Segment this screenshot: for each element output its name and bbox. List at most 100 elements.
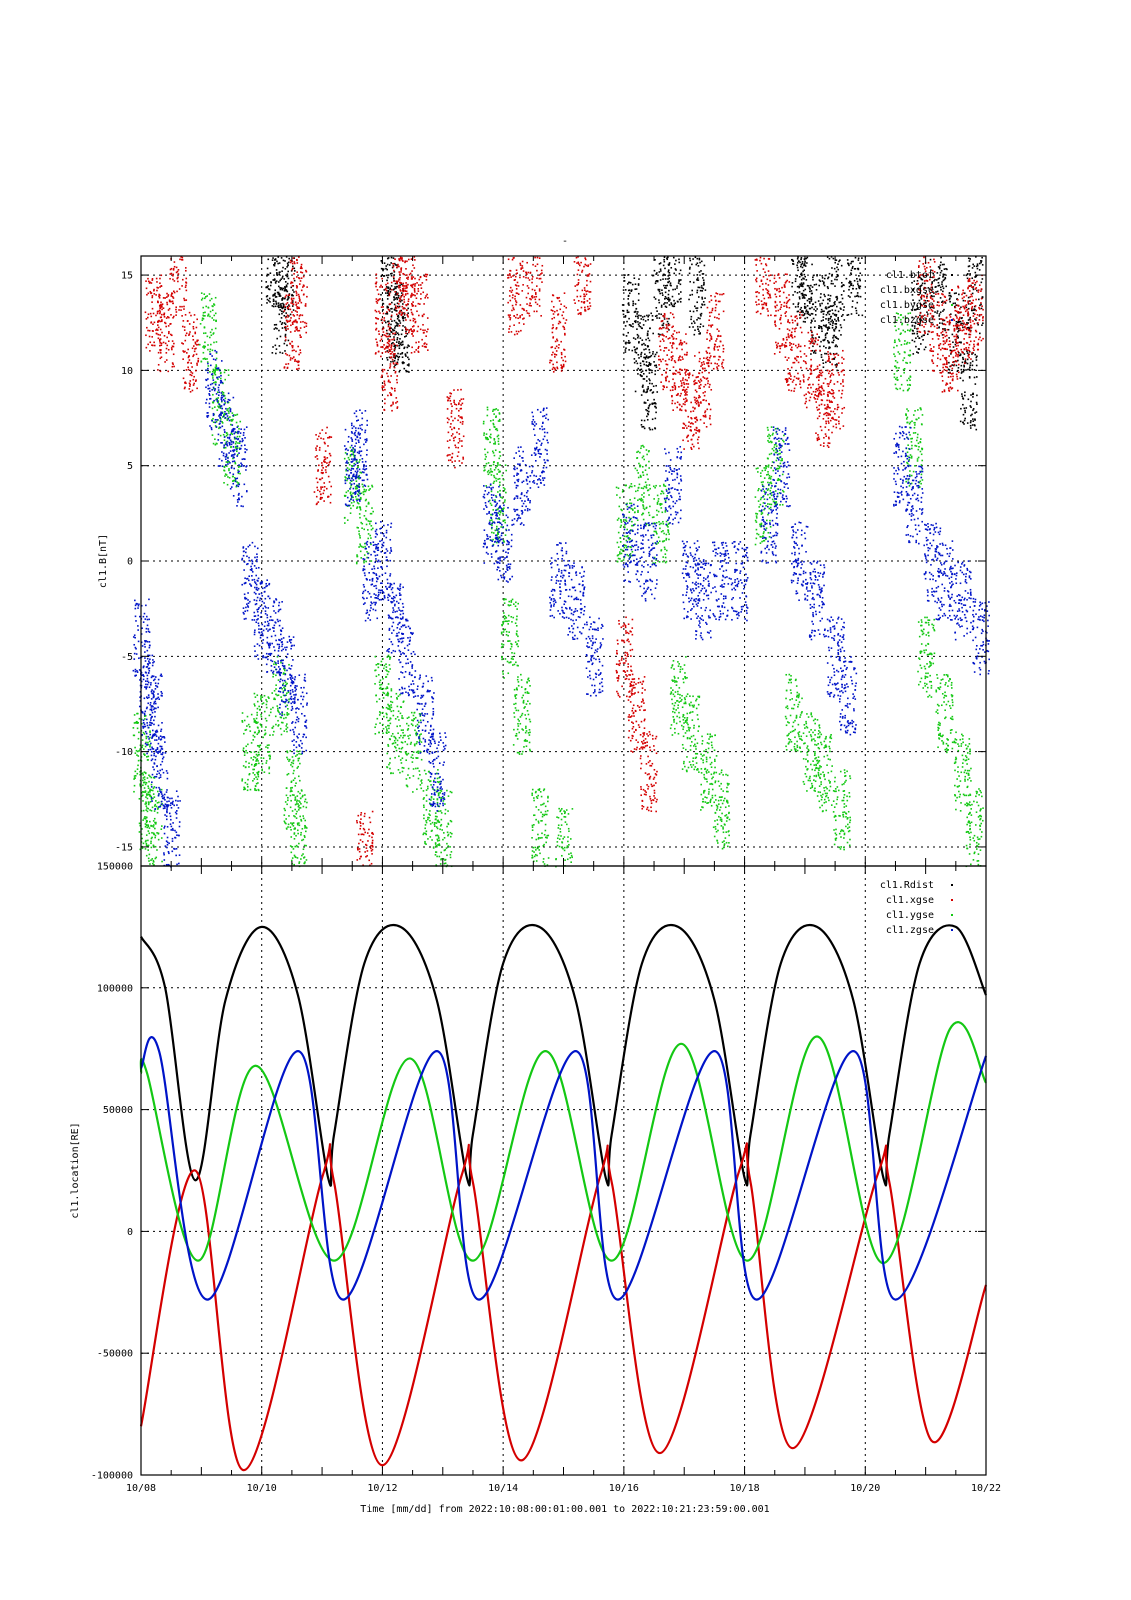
data-point bbox=[515, 273, 518, 275]
data-point bbox=[398, 273, 401, 276]
data-point bbox=[185, 284, 187, 287]
data-point bbox=[304, 303, 307, 305]
data-point bbox=[290, 317, 292, 319]
data-point bbox=[643, 427, 646, 430]
data-point bbox=[980, 260, 983, 262]
data-point bbox=[823, 442, 825, 444]
data-point bbox=[670, 359, 673, 362]
data-point bbox=[631, 751, 634, 753]
data-point bbox=[963, 419, 966, 422]
data-point bbox=[149, 341, 152, 344]
data-point bbox=[643, 709, 645, 712]
data-point bbox=[786, 306, 788, 309]
data-point bbox=[854, 307, 857, 310]
data-point bbox=[549, 361, 551, 364]
data-point bbox=[386, 372, 388, 375]
data-point bbox=[709, 334, 712, 337]
data-point bbox=[697, 286, 700, 289]
data-point bbox=[329, 454, 332, 457]
data-point bbox=[952, 356, 955, 359]
data-point bbox=[461, 445, 463, 447]
data-point bbox=[836, 408, 839, 411]
data-point bbox=[818, 438, 821, 440]
data-point bbox=[623, 276, 626, 279]
data-point bbox=[285, 285, 288, 288]
data-point bbox=[653, 355, 656, 358]
data-point bbox=[188, 388, 191, 390]
data-point bbox=[461, 440, 463, 442]
data-point bbox=[791, 349, 793, 351]
data-point bbox=[640, 424, 643, 426]
data-point bbox=[767, 258, 770, 260]
data-point bbox=[656, 391, 659, 393]
data-point bbox=[932, 354, 934, 357]
data-point bbox=[560, 340, 562, 343]
data-point bbox=[267, 288, 270, 290]
data-point bbox=[404, 316, 406, 319]
data-point bbox=[153, 289, 155, 292]
data-point bbox=[796, 322, 799, 325]
data-point bbox=[774, 320, 776, 323]
data-point bbox=[642, 735, 644, 738]
data-point bbox=[634, 310, 637, 313]
data-point bbox=[799, 345, 802, 348]
data-point bbox=[963, 407, 966, 410]
data-point bbox=[767, 296, 770, 299]
data-point bbox=[462, 456, 464, 459]
data-point bbox=[562, 363, 565, 366]
data-point bbox=[825, 306, 827, 308]
data-point bbox=[296, 258, 298, 261]
data-point bbox=[515, 292, 518, 294]
data-point bbox=[652, 353, 654, 355]
data-point bbox=[676, 347, 678, 350]
data-point bbox=[181, 256, 184, 259]
data-point bbox=[584, 263, 587, 266]
data-point bbox=[767, 284, 770, 286]
data-point bbox=[968, 368, 971, 370]
data-point bbox=[782, 339, 785, 341]
data-point bbox=[413, 267, 416, 269]
data-point bbox=[975, 287, 978, 289]
data-point bbox=[942, 275, 945, 277]
data-point bbox=[840, 396, 843, 399]
data-point bbox=[794, 319, 797, 322]
data-point bbox=[961, 361, 964, 364]
data-point bbox=[182, 350, 184, 352]
data-point bbox=[382, 327, 385, 330]
data-point bbox=[710, 311, 713, 314]
data-point bbox=[800, 356, 802, 358]
data-point bbox=[648, 776, 651, 779]
data-point bbox=[391, 307, 393, 310]
data-point bbox=[161, 320, 163, 323]
data-point bbox=[912, 353, 915, 355]
data-point bbox=[156, 301, 159, 303]
data-point bbox=[161, 313, 163, 316]
data-point bbox=[837, 310, 840, 313]
data-point bbox=[296, 320, 298, 323]
data-point bbox=[556, 309, 558, 312]
data-point bbox=[954, 360, 957, 362]
data-point bbox=[654, 737, 657, 740]
data-point bbox=[624, 274, 626, 276]
data-point bbox=[385, 265, 388, 267]
data-point bbox=[676, 331, 678, 334]
data-point bbox=[687, 383, 690, 385]
data-point bbox=[812, 383, 814, 386]
data-point bbox=[842, 349, 844, 352]
data-point bbox=[766, 278, 769, 281]
data-point bbox=[925, 274, 927, 277]
data-point bbox=[275, 269, 278, 271]
data-point bbox=[271, 352, 274, 354]
data-point bbox=[584, 295, 586, 297]
data-point bbox=[861, 257, 863, 259]
data-point bbox=[151, 344, 153, 347]
data-point bbox=[159, 282, 161, 285]
data-point bbox=[461, 462, 463, 464]
data-point bbox=[666, 375, 668, 378]
data-point bbox=[787, 319, 790, 321]
data-point bbox=[589, 305, 592, 307]
data-point bbox=[767, 270, 770, 272]
data-point bbox=[666, 363, 669, 366]
data-point bbox=[688, 376, 690, 379]
data-point bbox=[673, 360, 676, 362]
